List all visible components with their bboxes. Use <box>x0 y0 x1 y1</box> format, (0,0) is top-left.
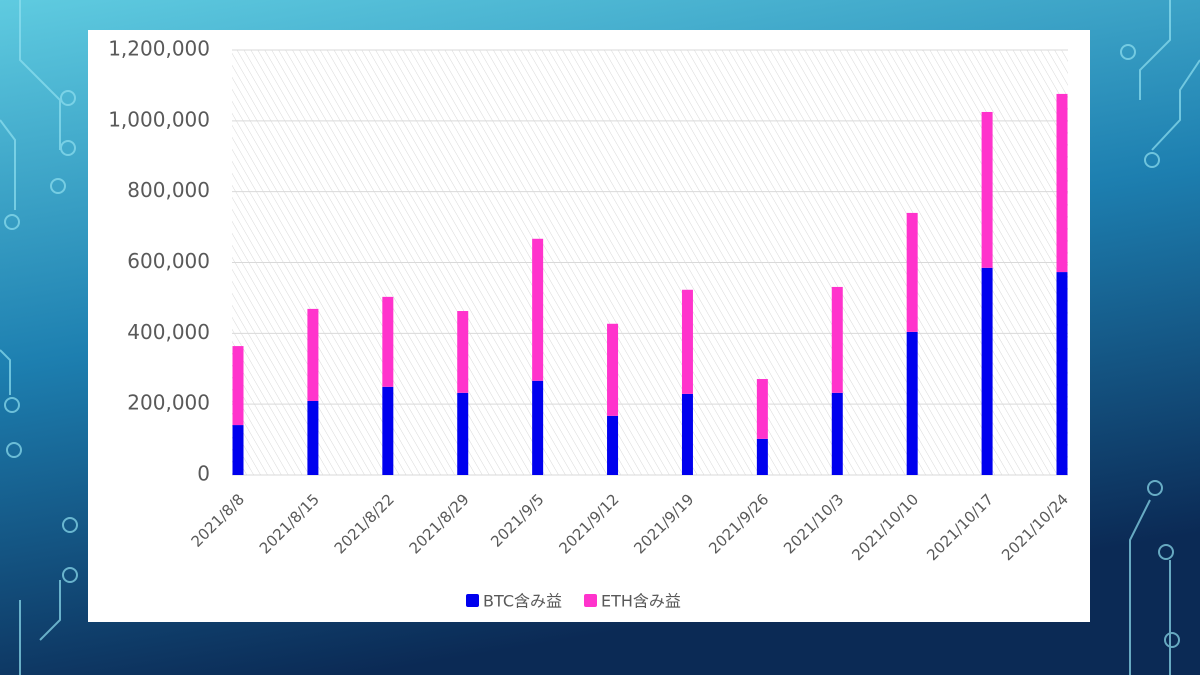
y-tick-label: 600,000 <box>127 249 210 273</box>
bar-segment <box>382 386 394 475</box>
bar-segment <box>457 311 469 393</box>
bar-segment <box>831 286 843 393</box>
bar-segment <box>607 323 619 416</box>
legend-swatch <box>584 594 597 607</box>
bar-segment <box>981 111 993 268</box>
bar-segment <box>981 267 993 475</box>
bar-segment <box>532 380 544 475</box>
y-tick-label: 0 <box>197 462 210 486</box>
bar-segment <box>457 392 469 475</box>
y-tick-label: 800,000 <box>127 178 210 202</box>
legend-swatch <box>466 594 479 607</box>
legend-label: BTC含み益 <box>483 592 562 611</box>
bar-segment <box>681 393 693 475</box>
bar-segment <box>307 400 319 475</box>
bar-segment <box>1056 272 1068 475</box>
bar-segment <box>607 415 619 475</box>
bar-segment <box>1056 93 1068 273</box>
bar-segment <box>681 289 693 394</box>
bar-segment <box>906 212 918 332</box>
y-tick-label: 1,000,000 <box>108 107 210 131</box>
bar-segment <box>756 438 768 475</box>
y-tick-label: 400,000 <box>127 320 210 344</box>
bar-segment <box>831 392 843 475</box>
y-tick-label: 1,200,000 <box>108 37 210 61</box>
bar-segment <box>382 296 394 387</box>
legend-label: ETH含み益 <box>601 592 681 611</box>
y-tick-label: 200,000 <box>127 391 210 415</box>
bar-segment <box>756 379 768 439</box>
bar-segment <box>232 346 244 426</box>
bar-segment <box>532 238 544 381</box>
bar-segment <box>307 308 319 401</box>
bar-segment <box>232 425 244 475</box>
bar-segment <box>906 331 918 475</box>
